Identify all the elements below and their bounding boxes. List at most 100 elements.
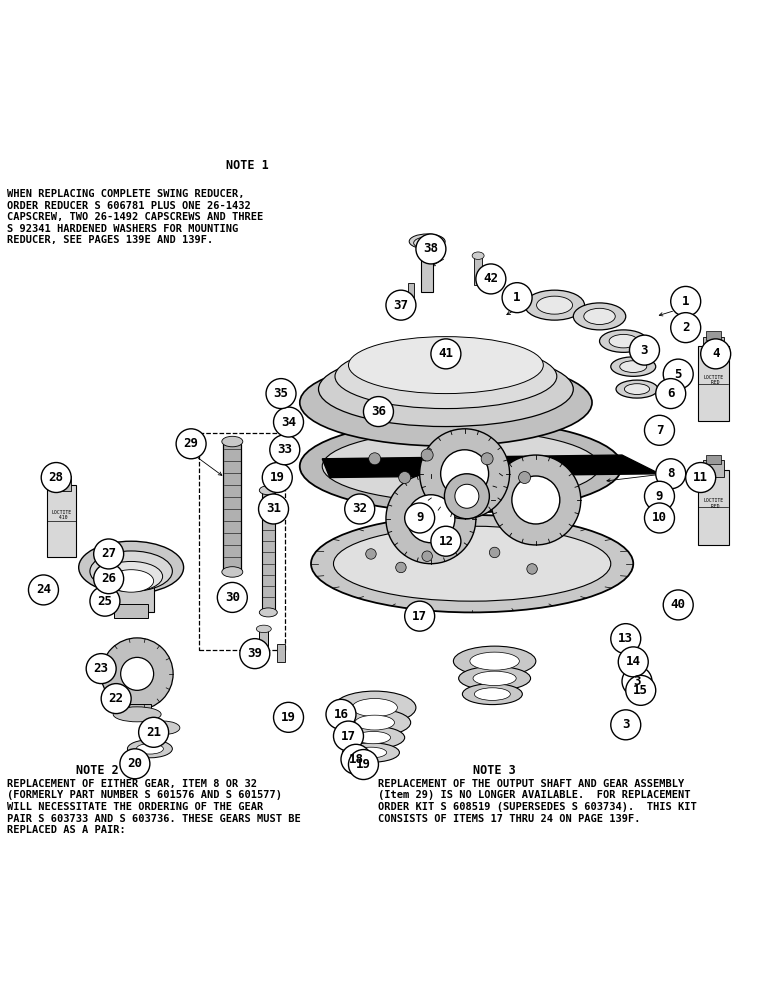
Ellipse shape: [473, 671, 516, 686]
Circle shape: [266, 379, 296, 409]
Text: 23: 23: [93, 662, 109, 675]
Circle shape: [326, 699, 356, 729]
Ellipse shape: [348, 337, 543, 394]
Circle shape: [622, 666, 652, 696]
Text: LOCTITE
 RED: LOCTITE RED: [703, 498, 723, 509]
Circle shape: [422, 449, 433, 461]
Ellipse shape: [584, 308, 615, 324]
Circle shape: [345, 494, 374, 524]
Circle shape: [101, 638, 173, 710]
Text: 19: 19: [281, 711, 296, 724]
Circle shape: [431, 526, 461, 556]
Circle shape: [41, 463, 71, 493]
Bar: [262, 493, 275, 612]
Ellipse shape: [525, 290, 584, 320]
Text: NOTE 3: NOTE 3: [473, 764, 516, 777]
Ellipse shape: [319, 352, 574, 427]
Ellipse shape: [355, 747, 387, 758]
Circle shape: [262, 463, 293, 493]
Ellipse shape: [537, 296, 573, 314]
Text: 29: 29: [184, 437, 198, 450]
Ellipse shape: [137, 744, 164, 754]
Ellipse shape: [414, 237, 441, 249]
Circle shape: [489, 547, 499, 558]
Ellipse shape: [342, 726, 405, 749]
Bar: [47, 485, 76, 557]
Circle shape: [90, 586, 120, 616]
Ellipse shape: [259, 608, 277, 617]
Text: 1: 1: [682, 295, 689, 308]
Text: 30: 30: [225, 591, 240, 604]
Circle shape: [407, 495, 455, 543]
Text: 6: 6: [667, 387, 675, 400]
Ellipse shape: [335, 344, 557, 409]
Circle shape: [386, 474, 476, 564]
Text: 9: 9: [416, 511, 423, 524]
Ellipse shape: [79, 541, 184, 594]
Bar: [422, 243, 433, 292]
Circle shape: [441, 450, 489, 498]
Text: 39: 39: [247, 647, 262, 660]
Text: 20: 20: [127, 757, 142, 770]
Text: WHEN REPLACING COMPLETE SWING REDUCER,
ORDER REDUCER S 606781 PLUS ONE 26-1432
C: WHEN REPLACING COMPLETE SWING REDUCER, O…: [8, 189, 264, 245]
Ellipse shape: [355, 715, 394, 730]
Text: 27: 27: [101, 547, 116, 560]
Circle shape: [120, 657, 154, 690]
Ellipse shape: [574, 303, 626, 330]
Bar: [703, 337, 724, 353]
Bar: [698, 470, 730, 545]
Text: 31: 31: [266, 502, 281, 515]
Text: REPLACEMENT OF EITHER GEAR, ITEM 8 OR 32
(FORMERLY PART NUMBER S 601576 AND S 60: REPLACEMENT OF EITHER GEAR, ITEM 8 OR 32…: [8, 779, 301, 835]
Bar: [703, 460, 724, 477]
Ellipse shape: [339, 709, 411, 736]
Circle shape: [476, 264, 506, 294]
Ellipse shape: [222, 436, 243, 447]
Text: 11: 11: [693, 471, 708, 484]
Text: NOTE 2: NOTE 2: [76, 764, 119, 777]
Bar: [223, 444, 242, 571]
Circle shape: [663, 590, 693, 620]
Ellipse shape: [147, 721, 180, 735]
Circle shape: [334, 721, 364, 751]
Circle shape: [455, 484, 479, 508]
Text: 18: 18: [348, 753, 364, 766]
Circle shape: [655, 379, 686, 409]
Polygon shape: [322, 455, 659, 478]
Circle shape: [512, 476, 560, 524]
Bar: [123, 704, 151, 713]
Text: 40: 40: [671, 598, 686, 611]
Bar: [52, 476, 71, 491]
Circle shape: [491, 455, 581, 545]
Text: 5: 5: [675, 368, 682, 381]
Ellipse shape: [616, 380, 658, 398]
Circle shape: [29, 575, 59, 605]
Circle shape: [120, 749, 150, 779]
Text: 8: 8: [667, 467, 675, 480]
Circle shape: [364, 397, 394, 427]
Text: 37: 37: [394, 299, 408, 312]
Text: 2: 2: [682, 321, 689, 334]
Circle shape: [369, 453, 381, 465]
Ellipse shape: [620, 361, 647, 372]
Circle shape: [655, 459, 686, 489]
Text: LOCTITE
 RED: LOCTITE RED: [703, 375, 723, 385]
Ellipse shape: [256, 625, 271, 633]
Ellipse shape: [474, 688, 510, 700]
Text: 7: 7: [655, 424, 663, 437]
Ellipse shape: [609, 334, 638, 348]
Circle shape: [527, 564, 537, 574]
Ellipse shape: [90, 551, 172, 591]
Ellipse shape: [352, 699, 398, 717]
Circle shape: [139, 717, 168, 747]
Circle shape: [618, 647, 648, 677]
Circle shape: [396, 562, 406, 573]
Ellipse shape: [127, 740, 172, 758]
Text: 17: 17: [412, 610, 427, 623]
Circle shape: [259, 494, 289, 524]
Circle shape: [629, 335, 659, 365]
Circle shape: [398, 472, 411, 484]
Bar: [474, 256, 482, 285]
Text: 25: 25: [97, 595, 113, 608]
Circle shape: [445, 474, 489, 519]
Text: 12: 12: [438, 535, 453, 548]
